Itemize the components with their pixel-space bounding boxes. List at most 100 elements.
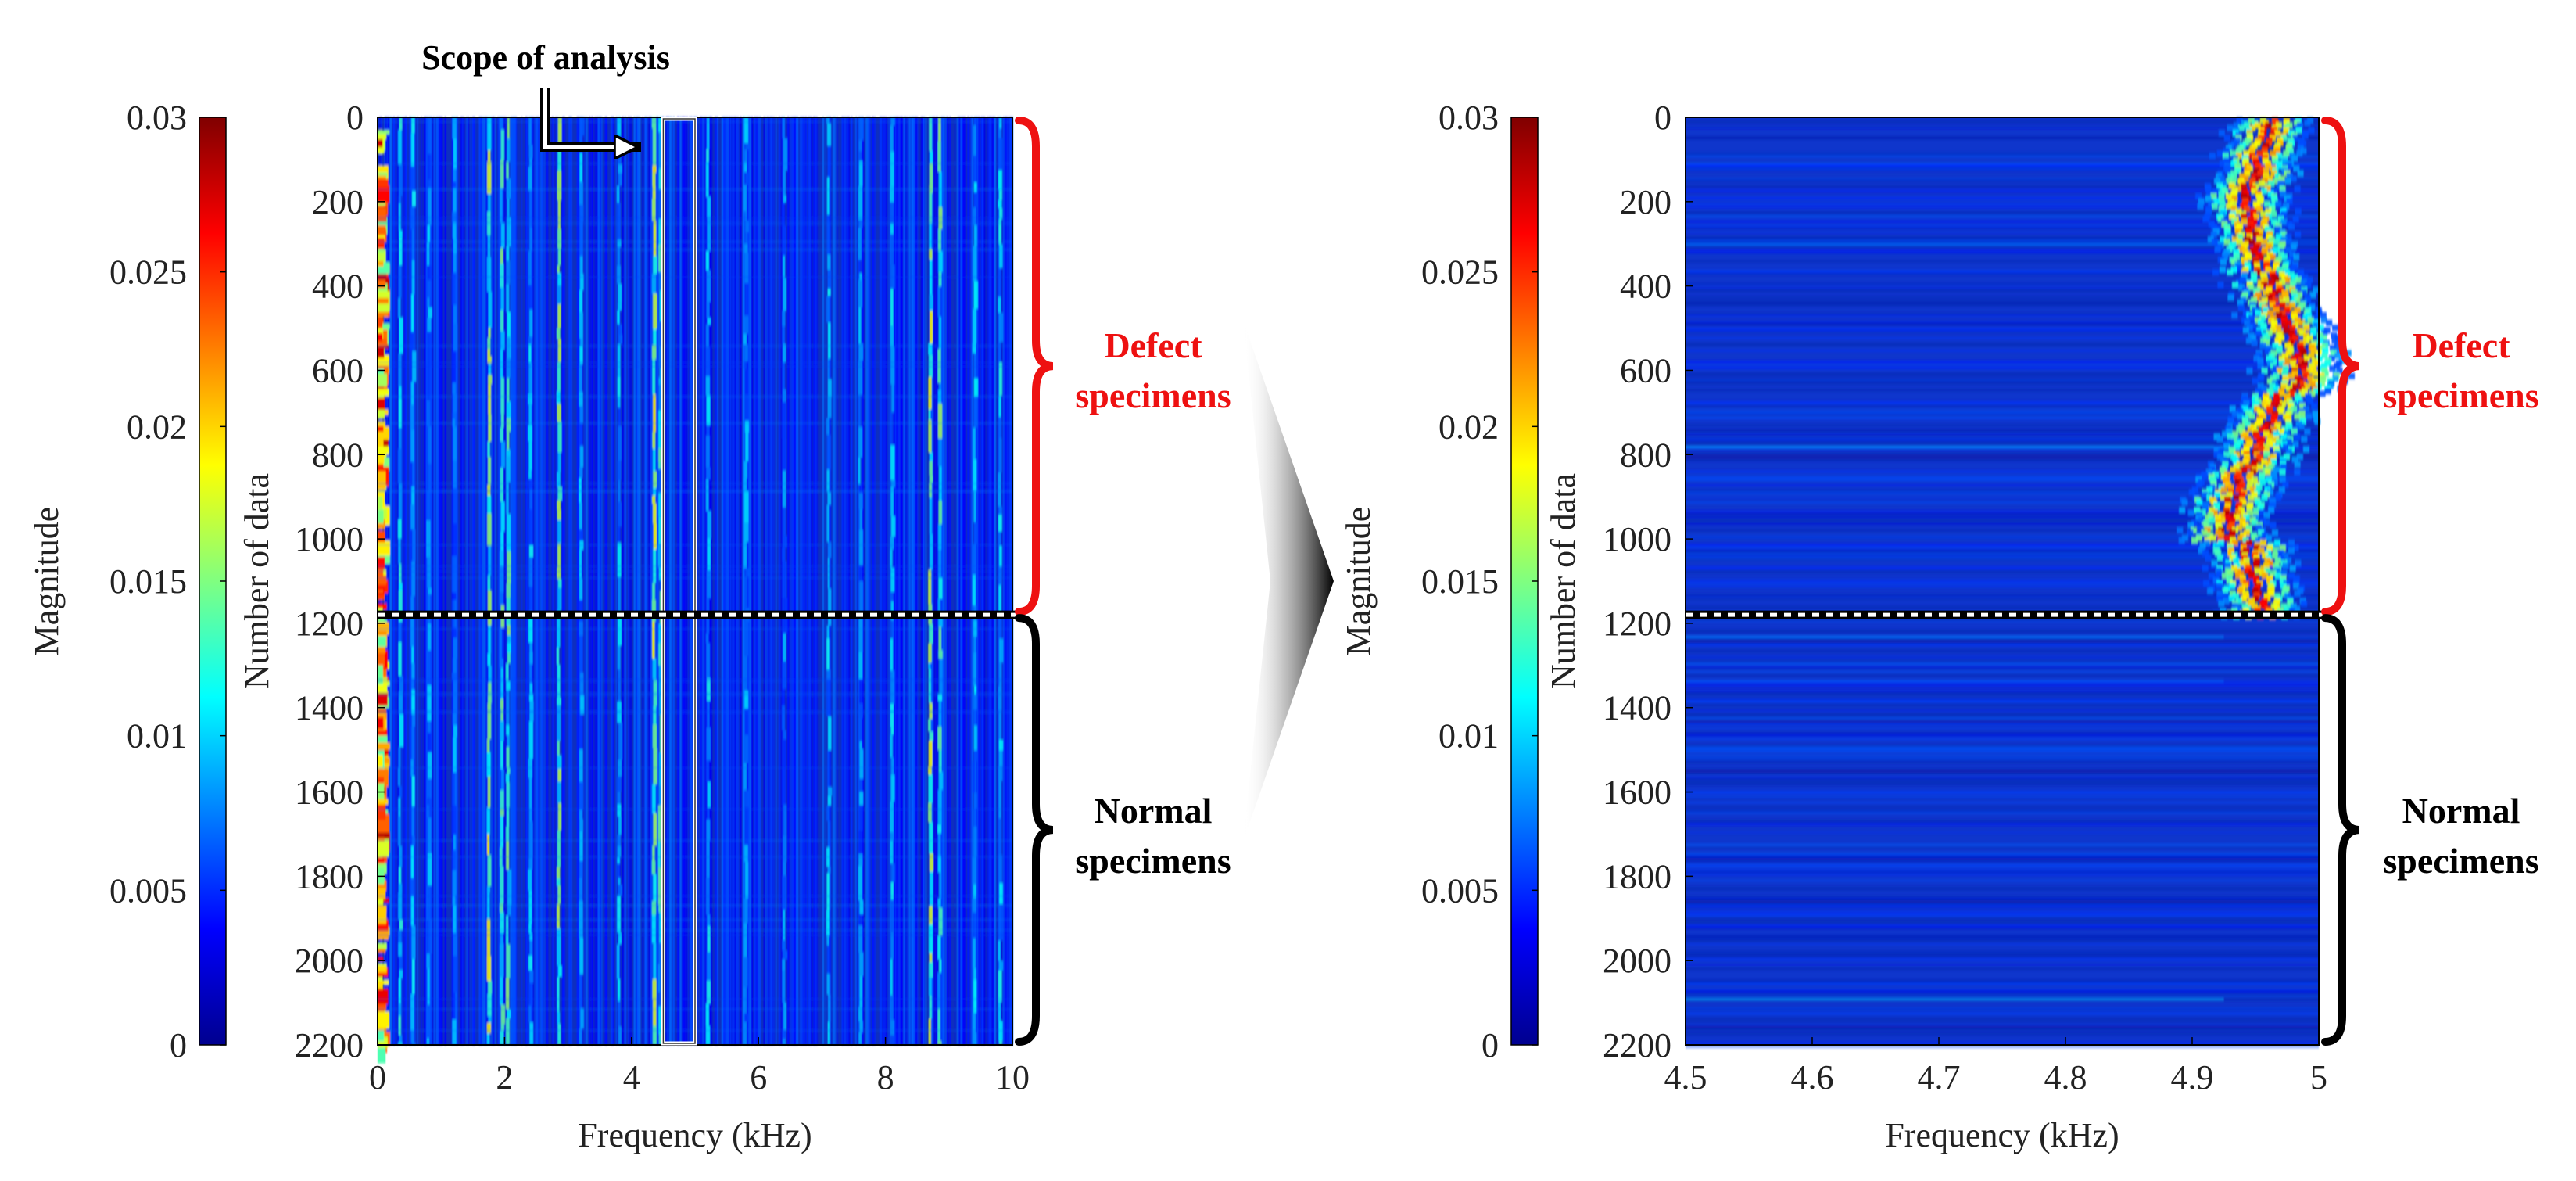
heatmap-cell: [745, 432, 749, 461]
heatmap-cell: [937, 286, 940, 318]
heatmap-cell: [2205, 185, 2212, 192]
heatmap-cell: [1686, 732, 2319, 734]
heatmap-cell: [657, 842, 661, 868]
y-tick-label: 2200: [295, 1026, 364, 1064]
heatmap-cell: [2286, 423, 2293, 430]
heatmap-cell: [811, 117, 812, 1045]
heatmap-cell: [653, 942, 657, 980]
heatmap-cell: [507, 1009, 511, 1019]
heatmap-cell: [658, 468, 663, 494]
heatmap-cell: [707, 217, 711, 252]
y-tick-label: 1200: [295, 605, 364, 643]
heatmap-cell: [378, 989, 389, 1004]
heatmap-cell: [579, 831, 583, 861]
heatmap-cell: [973, 938, 976, 969]
heatmap-cell: [938, 228, 941, 252]
heatmap-cell: [2223, 239, 2230, 246]
heatmap-cell: [858, 279, 862, 307]
heatmap-cell: [706, 980, 711, 1004]
heatmap-cell: [929, 117, 932, 151]
heatmap-cell: [2230, 206, 2237, 213]
heatmap-cell: [2222, 153, 2229, 160]
heatmap-cell: [2227, 294, 2234, 301]
heatmap-cell: [482, 117, 485, 1045]
heatmap-cell: [929, 996, 932, 1019]
heatmap-cell: [580, 274, 584, 290]
heatmap-cell: [378, 589, 384, 594]
heatmap-cell: [652, 979, 657, 1000]
heatmap-cell: [929, 533, 933, 570]
heatmap-cell: [557, 248, 561, 266]
heatmap-cell: [428, 733, 432, 752]
heatmap-cell: [2257, 228, 2264, 235]
heatmap-cell: [2266, 489, 2273, 496]
heatmap-cell: [541, 117, 543, 1045]
heatmap-cell: [2293, 577, 2300, 584]
heatmap-cell: [890, 412, 893, 446]
heatmap-cell: [1686, 979, 2319, 983]
heatmap-cell: [652, 359, 656, 395]
heatmap-cell: [1686, 917, 2319, 921]
heatmap-cell: [2270, 135, 2277, 142]
heatmap-cell: [1686, 886, 2319, 891]
heatmap-cell: [998, 854, 1003, 884]
heatmap-cell: [2191, 519, 2198, 526]
heatmap-cell: [514, 117, 517, 1045]
heatmap-cell: [615, 117, 617, 1045]
heatmap-cell: [426, 650, 431, 685]
heatmap-cell: [378, 590, 385, 601]
heatmap-cell: [659, 666, 662, 696]
heatmap-cell: [528, 117, 532, 145]
heatmap-cell: [618, 723, 623, 760]
heatmap-cell: [528, 509, 532, 545]
heatmap-cell: [506, 944, 511, 978]
heatmap-cell: [999, 244, 1003, 268]
heatmap-cell: [499, 627, 503, 659]
heatmap-cell: [507, 198, 510, 217]
heatmap-cell: [2229, 448, 2236, 455]
heatmap-cell: [2264, 226, 2271, 233]
heatmap-cell: [1686, 644, 2319, 647]
heatmap-cell: [2202, 550, 2209, 557]
heatmap-cell: [783, 171, 786, 196]
heatmap-cell: [659, 368, 663, 378]
heatmap-cell: [617, 117, 622, 136]
y-tick-label: 200: [1620, 183, 1671, 221]
heatmap-cell: [1686, 684, 2319, 688]
heatmap-cell: [827, 492, 832, 505]
heatmap-cell: [1686, 843, 2319, 847]
heatmap-cell: [2248, 216, 2255, 223]
heatmap-cell: [2235, 598, 2242, 605]
heatmap-cell: [745, 861, 749, 899]
heatmap-cell: [1686, 643, 2319, 645]
heatmap-cell: [1686, 660, 2319, 663]
heatmap-cell: [506, 246, 510, 261]
heatmap-cell: [500, 741, 503, 770]
heatmap-cell: [1686, 372, 2319, 377]
heatmap-cell: [743, 185, 747, 212]
heatmap-cell: [528, 955, 532, 971]
heatmap-cell: [859, 679, 862, 704]
heatmap-cell: [617, 343, 621, 377]
heatmap-cell: [486, 161, 492, 194]
heatmap-cell: [743, 763, 747, 791]
heatmap-cell: [890, 1020, 895, 1036]
heatmap-cell: [2273, 307, 2280, 314]
heatmap-cell: [2280, 433, 2288, 440]
heatmap-cell: [410, 133, 414, 167]
heatmap-cell: [452, 412, 456, 419]
heatmap-cell: [2319, 345, 2326, 352]
right-group-braces: Defect specimens Normal specimens: [2321, 117, 2539, 1046]
heatmap-cell: [2252, 395, 2259, 402]
heatmap-cell: [1686, 858, 2319, 863]
heatmap-cell: [2237, 534, 2245, 541]
heatmap-cell: [2295, 284, 2302, 291]
heatmap-cell: [2263, 512, 2270, 519]
heatmap-cell: [2232, 282, 2239, 289]
heatmap-cell: [890, 186, 894, 203]
heatmap-cell: [2279, 185, 2286, 192]
heatmap-cell: [998, 128, 1002, 138]
heatmap-cell: [938, 382, 942, 390]
heatmap-cell: [505, 663, 509, 681]
heatmap-cell: [2265, 476, 2272, 483]
